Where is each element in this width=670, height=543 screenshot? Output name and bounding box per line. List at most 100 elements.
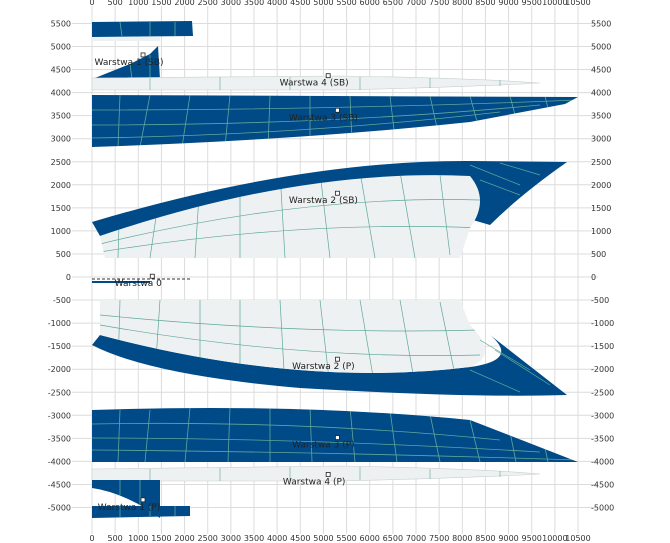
y-tick-label: 5500 [591,19,611,28]
y-tick-label: 2000 [591,181,611,190]
y-tick-label: -2000 [48,365,71,374]
x-tick-label: 3500 [244,534,264,543]
layer-2-sb [92,160,567,258]
x-tick-label: 2500 [198,534,218,543]
layer-label-w2sb: Warstwa 2 (SB) [289,196,358,206]
x-tick-label: 6500 [383,0,403,7]
layer-2-p [92,300,567,396]
x-tick-label: 7000 [406,0,426,7]
y-tick-label: -3500 [48,434,71,443]
y-tick-label: 5000 [591,43,611,52]
y-tick-label: 3000 [51,135,71,144]
y-tick-label: -1500 [48,342,71,351]
x-tick-label: 4000 [267,0,287,7]
layer-label-w1p: Warstwa 1 (P) [98,503,161,513]
x-tick-label: 8000 [452,534,472,543]
x-tick-label: 8500 [475,0,495,7]
x-tick-label: 500 [108,0,123,7]
x-tick-label: 3000 [221,0,241,7]
x-tick-label: 3000 [221,534,241,543]
y-tick-label: 3500 [51,112,71,121]
y-tick-label: 2500 [51,158,71,167]
y-tick-label: 1500 [591,204,611,213]
x-tick-label: 9000 [498,534,518,543]
layer-label-w1sb: Warstwa 1 (SB) [95,58,164,68]
layer-1-sb [92,21,193,80]
x-tick-label: 1500 [151,534,171,543]
y-tick-label: 5500 [51,19,71,28]
x-tick-label: 9000 [498,0,518,7]
x-tick-label: 5000 [313,0,333,7]
x-tick-label: 5500 [336,0,356,7]
y-tick-label: 5000 [51,43,71,52]
x-tick-label: 4500 [290,534,310,543]
x-tick-label: 2000 [174,534,194,543]
y-tick-label: -500 [53,296,71,305]
x-tick-label: 6000 [360,0,380,7]
x-tick-label: 1000 [128,0,148,7]
layer-3-sb [92,95,578,147]
y-tick-label: -1000 [591,319,614,328]
x-tick-label: 5000 [313,534,333,543]
y-tick-label: -1000 [48,319,71,328]
y-tick-label: -4500 [48,480,71,489]
y-tick-label: -3000 [591,411,614,420]
y-tick-label: -5000 [591,504,614,513]
x-tick-label: 0 [89,0,94,7]
layer-label-w3sb: Warstwa 3 (SB) [289,113,358,123]
x-tick-label: 4000 [267,534,287,543]
x-tick-label: 7500 [429,534,449,543]
x-tick-label: 8000 [452,0,472,7]
y-axis-right-ticks: 5500500045004000350030002500200015001000… [591,19,614,512]
y-tick-label: -5000 [48,504,71,513]
x-tick-label: 3500 [244,0,264,7]
label-anchor-marker [140,497,146,503]
y-tick-label: 0 [66,273,71,282]
x-tick-label: 8500 [475,534,495,543]
y-tick-label: -1500 [591,342,614,351]
y-tick-label: 4000 [51,89,71,98]
y-tick-label: -2000 [591,365,614,374]
y-tick-label: -4500 [591,480,614,489]
x-tick-label: 1500 [151,0,171,7]
label-anchor-marker [140,52,146,58]
y-tick-label: -3000 [48,411,71,420]
y-tick-label: 500 [591,250,606,259]
x-tick-label: 0 [89,534,94,543]
x-tick-label: 7000 [406,534,426,543]
y-tick-label: 3500 [591,112,611,121]
y-tick-label: -2500 [48,388,71,397]
layer-1-sb-top-strip [92,21,193,37]
x-tick-label: 10000 [542,0,567,7]
layer-label-w0: Warstwa 0 [115,279,162,289]
x-tick-label: 10000 [542,534,567,543]
y-axis-left-ticks: 5500500045004000350030002500200015001000… [48,19,71,512]
y-tick-label: 1500 [51,204,71,213]
layer-label-w3p: Warstwa 3 (P) [292,441,355,451]
y-tick-label: 0 [591,273,596,282]
x-tick-label: 6000 [360,534,380,543]
layer-4-p [91,465,541,482]
layer-4-sb [91,75,541,91]
label-anchor-marker [335,107,340,113]
x-tick-label: 500 [108,534,123,543]
x-tick-label: 2500 [198,0,218,7]
y-tick-label: 3000 [591,135,611,144]
x-tick-label: 10500 [565,534,590,543]
y-tick-label: 4000 [591,89,611,98]
label-anchor-marker [325,73,331,79]
x-tick-label: 9500 [522,534,542,543]
layer-labels: Warstwa 1 (SB) Warstwa 4 (SB) Warstwa 3 (S… [95,52,358,513]
label-anchor-marker [325,472,331,477]
y-tick-label: 4500 [51,66,71,75]
y-tick-label: 2500 [591,158,611,167]
label-anchor-marker [335,190,340,196]
label-anchor-marker [335,356,340,362]
label-anchor-marker [149,273,155,279]
layer-label-w2p: Warstwa 2 (P) [292,362,355,372]
y-tick-label: 500 [56,250,71,259]
y-tick-label: 2000 [51,181,71,190]
x-axis-bottom-ticks: 0 500 1000 1500 2000 2500 3000 3500 4000 4500 5000… [89,534,590,543]
y-tick-label: 1000 [591,227,611,236]
